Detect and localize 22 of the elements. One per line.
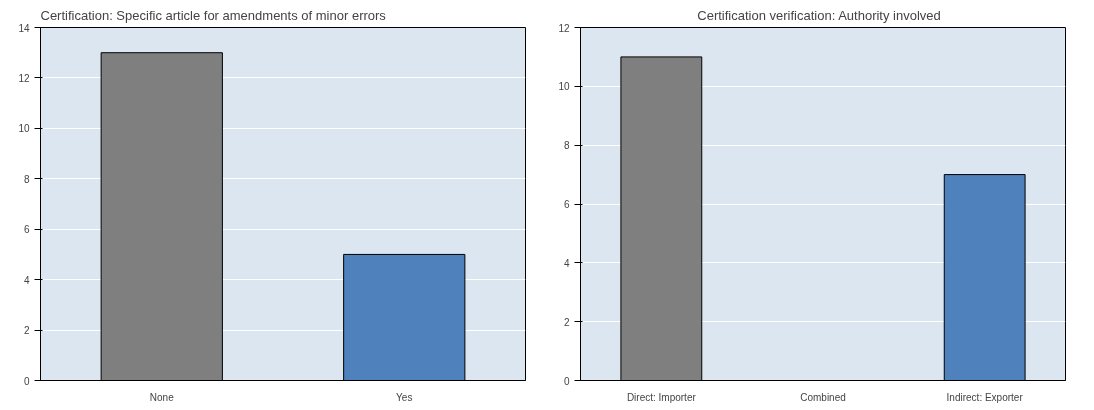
y-tick-label: 10: [558, 81, 570, 93]
y-tick-label: 6: [563, 199, 570, 210]
y-tick-label: 0: [23, 375, 30, 387]
x-tick-label: Indirect: Exporter: [946, 391, 1024, 403]
y-tick-label: 8: [23, 173, 30, 185]
y-tick-label: 4: [23, 274, 30, 286]
y-tick-label: 8: [563, 140, 570, 152]
y-tick-label: 14: [18, 22, 30, 34]
y-tick-label: 6: [23, 224, 30, 236]
y-tick-label: 2: [23, 325, 30, 337]
chart-title: Certification verification: Authority involved: [697, 7, 941, 23]
y-tick-label: 4: [563, 257, 570, 269]
y-tick-label: 0: [563, 375, 570, 387]
x-tick-label: Yes: [396, 391, 413, 403]
y-tick-label: 10: [18, 123, 30, 135]
y-tick-label: 2: [563, 316, 570, 328]
x-tick-label: Direct: Importer: [626, 391, 697, 403]
y-tick-label: 12: [18, 72, 30, 84]
x-tick-label: Combined: [800, 391, 846, 403]
y-tick-label: 12: [558, 22, 570, 34]
chart-title: Certification: Specific article for amendments of minor errors: [40, 7, 387, 23]
x-tick-label: None: [149, 391, 175, 403]
